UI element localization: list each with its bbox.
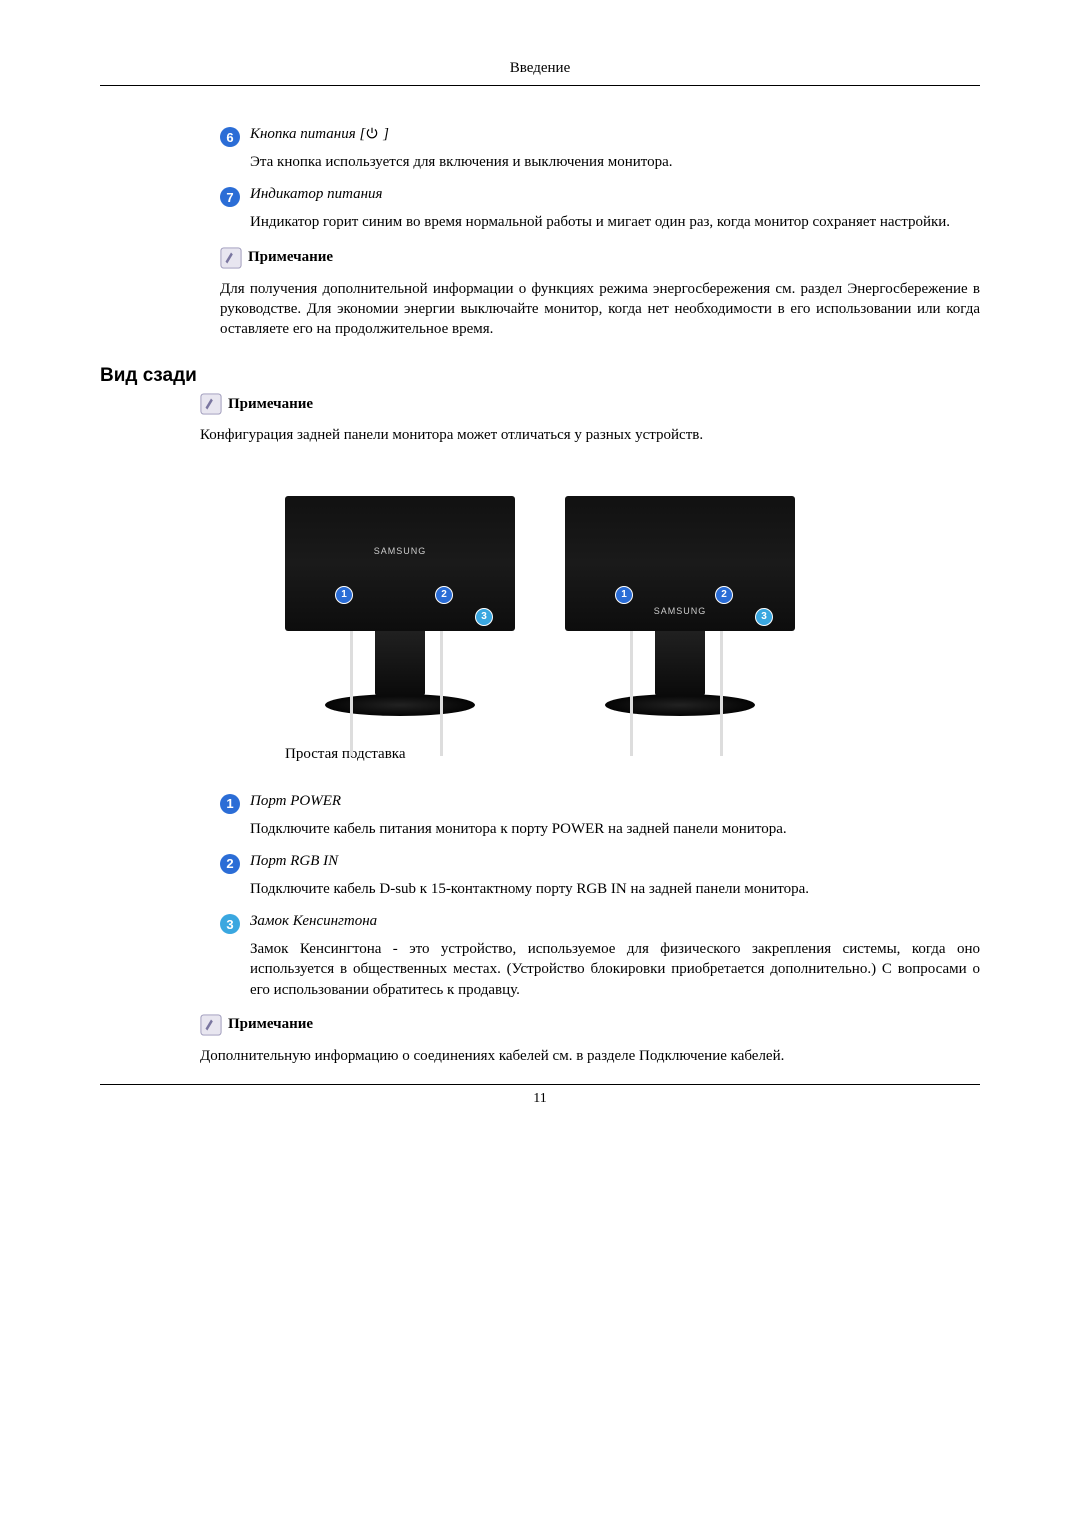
item-b3: 3 Замок Кенсингтона xyxy=(220,913,980,933)
item-b2-body: Подключите кабель D-sub к 15-контактному… xyxy=(250,879,980,899)
note-1-row: Примечание xyxy=(220,247,980,269)
figure-right: SAMSUNG 1 2 3 xyxy=(560,486,800,726)
item-b3-title: Замок Кенсингтона xyxy=(250,913,377,930)
fig-badge-1: 1 xyxy=(335,586,353,604)
item-6-title: Кнопка питания [ ] xyxy=(250,126,389,143)
page-header-title: Введение xyxy=(100,60,980,77)
item-7-badge: 7 xyxy=(220,187,240,207)
item-6-body: Эта кнопка используется для включения и … xyxy=(250,152,980,172)
section-note-body: Конфигурация задней панели монитора може… xyxy=(200,425,980,445)
item-b2-title: Порт RGB IN xyxy=(250,853,338,870)
note-1-body: Для получения дополнительной информации … xyxy=(220,279,980,340)
fig-badge-2b: 2 xyxy=(715,586,733,604)
note-icon xyxy=(200,393,222,415)
item-7-body: Индикатор горит синим во время нормально… xyxy=(250,212,980,232)
item-b3-body: Замок Кенсингтона - это устройство, испо… xyxy=(250,939,980,1000)
item-b1: 1 Порт POWER xyxy=(220,793,980,813)
note-icon xyxy=(220,247,242,269)
note-2-label: Примечание xyxy=(228,1016,313,1033)
item-6: 6 Кнопка питания [ ] xyxy=(220,126,980,146)
note-2-block: Примечание Дополнительную информацию о с… xyxy=(200,1014,980,1066)
top-items-block: 6 Кнопка питания [ ] Эта кнопка использу… xyxy=(220,126,980,339)
section-note-block: Примечание Конфигурация задней панели мо… xyxy=(200,393,980,445)
item-6-title-prefix: Кнопка питания [ xyxy=(250,126,365,142)
figure-left: SAMSUNG 1 2 3 xyxy=(280,486,520,726)
item-b2: 2 Порт RGB IN xyxy=(220,853,980,873)
fig-badge-3b: 3 xyxy=(755,608,773,626)
fig-badge-3: 3 xyxy=(475,608,493,626)
note-icon xyxy=(200,1014,222,1036)
item-6-badge: 6 xyxy=(220,127,240,147)
item-b2-badge: 2 xyxy=(220,854,240,874)
section-note-row: Примечание xyxy=(200,393,980,415)
footer-rule xyxy=(100,1084,980,1085)
item-b1-badge: 1 xyxy=(220,794,240,814)
header-rule xyxy=(100,85,980,86)
item-7-title: Индикатор питания xyxy=(250,186,383,203)
item-6-title-suffix: ] xyxy=(379,126,389,142)
page-number: 11 xyxy=(100,1091,980,1107)
figure-row: SAMSUNG 1 2 3 SAMSUNG 1 2 3 xyxy=(100,486,980,726)
note-1-label: Примечание xyxy=(248,249,333,266)
fig-badge-2: 2 xyxy=(435,586,453,604)
power-icon xyxy=(365,126,379,140)
section-note-label: Примечание xyxy=(228,396,313,413)
bottom-items-block: 1 Порт POWER Подключите кабель питания м… xyxy=(220,793,980,1000)
note-2-body: Дополнительную информацию о соединениях … xyxy=(200,1046,980,1066)
monitor-logo-left: SAMSUNG xyxy=(280,546,520,556)
fig-badge-1b: 1 xyxy=(615,586,633,604)
item-b3-badge: 3 xyxy=(220,914,240,934)
item-b1-title: Порт POWER xyxy=(250,793,341,810)
section-title: Вид сзади xyxy=(100,365,980,387)
item-b1-body: Подключите кабель питания монитора к пор… xyxy=(250,819,980,839)
note-2-row: Примечание xyxy=(200,1014,980,1036)
item-7: 7 Индикатор питания xyxy=(220,186,980,206)
